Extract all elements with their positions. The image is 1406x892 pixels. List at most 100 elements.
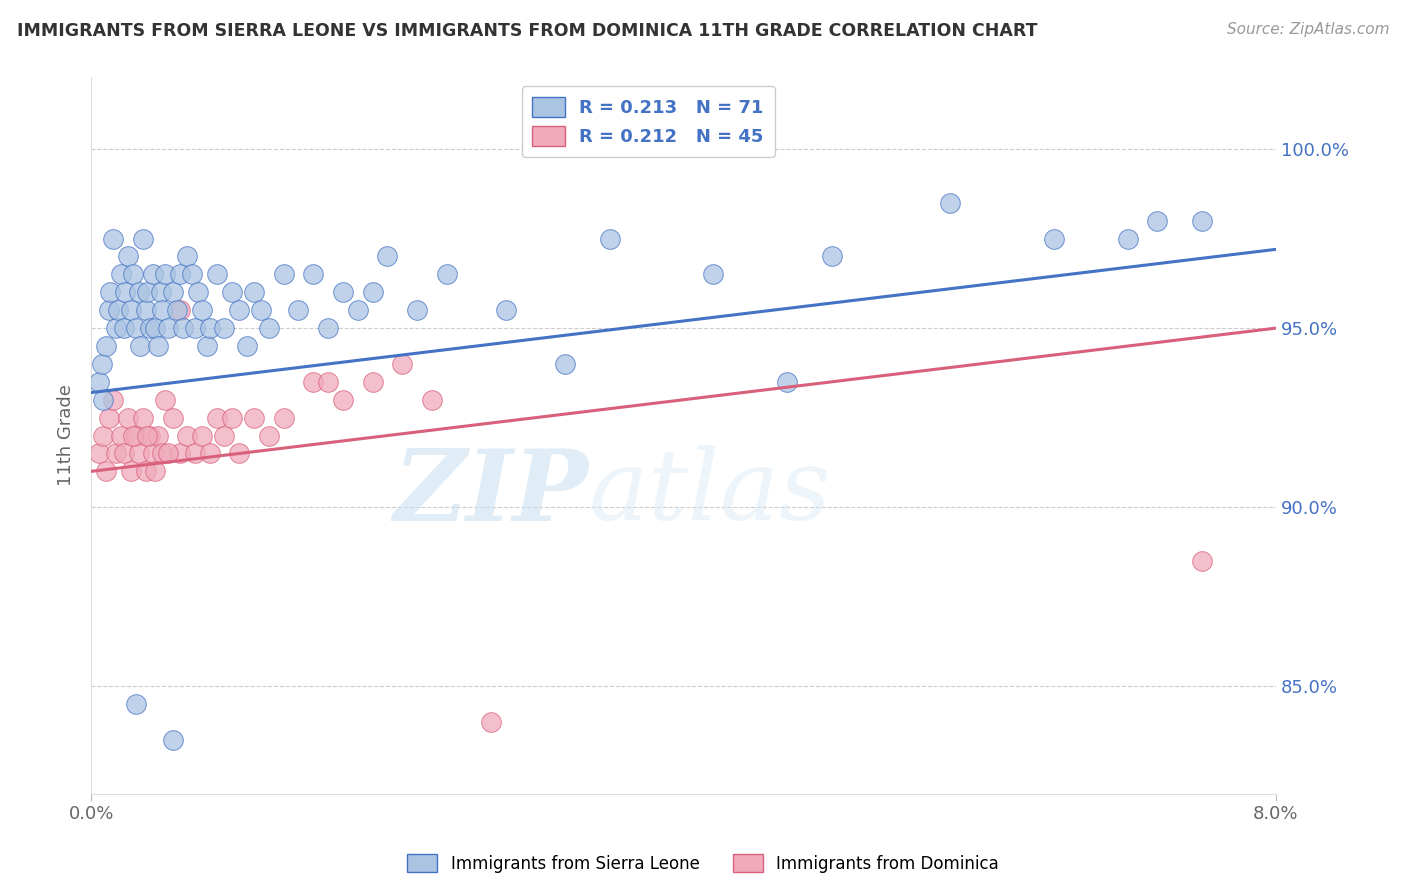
Point [132,231,155,245]
Point [110,268,132,282]
Point [157,446,180,460]
Point [139,428,162,442]
Point [94,464,117,478]
Point [273,268,295,282]
Point [162,733,184,747]
Point [939,195,962,210]
Point [135,464,157,478]
Point [169,268,191,282]
Point [228,303,250,318]
Point [146,339,169,353]
Point [162,410,184,425]
Point [153,392,176,407]
Point [420,392,443,407]
Point [495,303,517,318]
Point [112,321,135,335]
Text: Source: ZipAtlas.com: Source: ZipAtlas.com [1226,22,1389,37]
Point [142,268,165,282]
Point [94,339,117,353]
Point [214,321,236,335]
Point [599,231,621,245]
Point [124,697,146,711]
Point [157,321,180,335]
Point [257,428,280,442]
Point [554,357,576,371]
Point [184,321,207,335]
Point [316,321,339,335]
Y-axis label: 11th Grade: 11th Grade [58,384,75,486]
Point [250,303,273,318]
Point [1116,231,1139,245]
Point [302,268,325,282]
Point [361,375,384,389]
Point [172,321,194,335]
Point [142,446,165,460]
Point [243,285,266,300]
Point [332,392,354,407]
Point [128,446,150,460]
Point [702,268,724,282]
Point [103,231,125,245]
Text: atlas: atlas [589,445,831,541]
Point [346,303,368,318]
Point [105,446,128,460]
Point [103,392,125,407]
Point [169,303,191,318]
Point [436,268,458,282]
Point [149,285,172,300]
Point [150,446,173,460]
Point [391,357,413,371]
Legend: Immigrants from Sierra Leone, Immigrants from Dominica: Immigrants from Sierra Leone, Immigrants… [401,847,1005,880]
Point [100,285,122,300]
Point [243,410,266,425]
Point [129,339,152,353]
Point [135,303,157,318]
Point [1043,231,1066,245]
Point [406,303,429,318]
Point [153,268,176,282]
Point [257,321,280,335]
Point [105,321,128,335]
Point [302,375,325,389]
Point [87,375,110,389]
Point [1191,213,1213,227]
Point [124,428,146,442]
Point [120,303,142,318]
Point [273,410,295,425]
Point [107,303,129,318]
Point [124,321,146,335]
Point [146,428,169,442]
Point [187,285,209,300]
Point [176,250,198,264]
Point [198,446,221,460]
Point [221,285,243,300]
Point [110,428,132,442]
Point [143,321,166,335]
Point [214,428,236,442]
Point [139,321,162,335]
Point [184,446,207,460]
Point [90,357,112,371]
Point [136,285,159,300]
Point [332,285,354,300]
Point [136,428,159,442]
Point [180,268,202,282]
Point [117,410,139,425]
Point [97,303,120,318]
Point [221,410,243,425]
Point [287,303,309,318]
Point [91,428,114,442]
Point [377,250,399,264]
Point [479,714,502,729]
Point [191,428,214,442]
Point [166,303,188,318]
Point [176,428,198,442]
Point [198,321,221,335]
Text: ZIP: ZIP [394,444,589,541]
Point [128,285,150,300]
Point [91,392,114,407]
Point [316,375,339,389]
Point [112,446,135,460]
Text: IMMIGRANTS FROM SIERRA LEONE VS IMMIGRANTS FROM DOMINICA 11TH GRADE CORRELATION : IMMIGRANTS FROM SIERRA LEONE VS IMMIGRAN… [17,22,1038,40]
Point [195,339,218,353]
